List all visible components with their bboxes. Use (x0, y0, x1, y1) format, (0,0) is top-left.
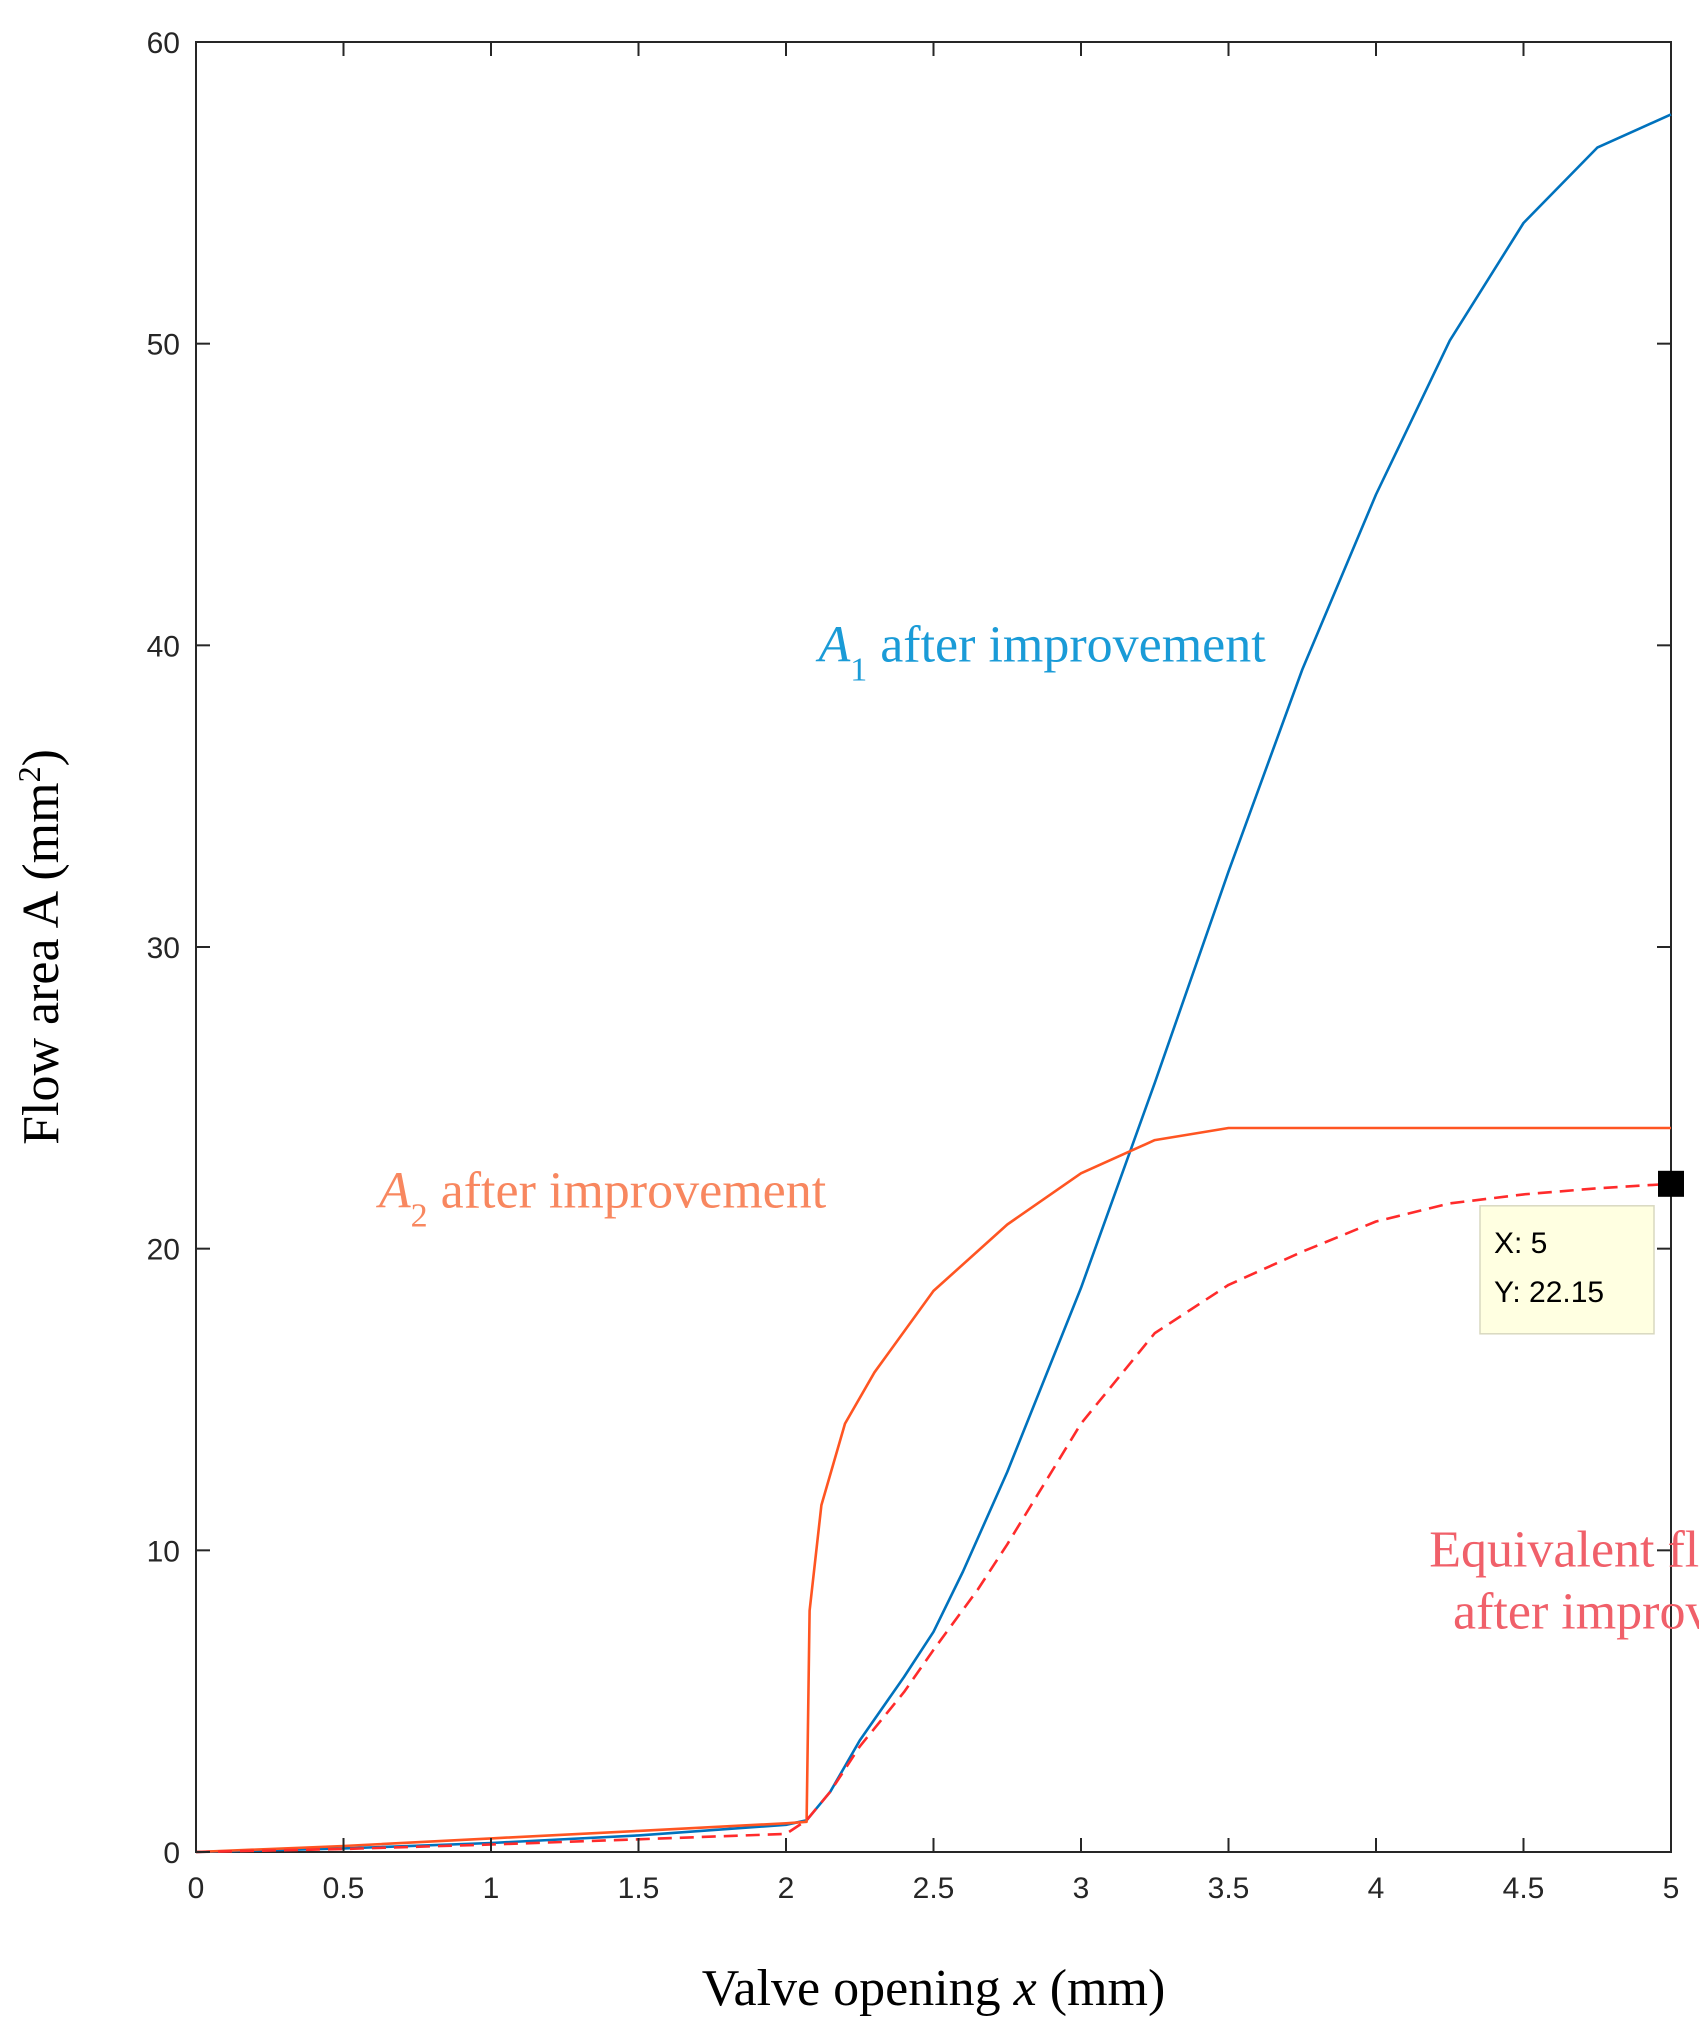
x-tick-label: 2 (778, 1872, 795, 1905)
datatip-x-text: X: 5 (1494, 1227, 1547, 1260)
x-tick-label: 3.5 (1208, 1872, 1250, 1905)
x-tick-label: 0 (188, 1872, 205, 1905)
y-tick-label: 10 (147, 1535, 180, 1568)
annotation-a1: A1 after improvement (815, 616, 1266, 688)
datatip-marker[interactable] (1658, 1170, 1684, 1197)
series-line-1 (195, 113, 1672, 1854)
plot-frame (195, 41, 1672, 1853)
series-line-3 (195, 1182, 1672, 1854)
x-axis-title: Valve opening x (mm) (702, 1960, 1166, 2017)
x-tick-label: 0.5 (323, 1872, 365, 1905)
x-tick-label: 5 (1663, 1872, 1680, 1905)
datatip-box (1479, 1205, 1655, 1335)
annotation-a2: A2 after improvement (376, 1162, 827, 1234)
x-tick-label: 2.5 (913, 1872, 955, 1905)
y-tick-label: 60 (147, 27, 180, 60)
x-tick-label: 1 (483, 1872, 500, 1905)
x-tick-label: 1.5 (618, 1872, 660, 1905)
y-axis-title: Flow area A (mm2) (11, 749, 70, 1145)
series-line-2 (195, 1126, 1671, 1854)
y-tick-label: 50 (147, 329, 180, 362)
y-tick-label: 0 (163, 1837, 180, 1870)
datatip-y-text: Y: 22.15 (1494, 1276, 1604, 1309)
annotation-equivalent-line2: after improvement (1453, 1583, 1699, 1640)
x-tick-label: 4 (1368, 1872, 1385, 1905)
x-tick-label: 4.5 (1503, 1872, 1545, 1905)
x-tick-label: 3 (1073, 1872, 1090, 1905)
y-tick-label: 40 (147, 630, 180, 663)
y-tick-label: 30 (147, 932, 180, 965)
y-tick-label: 20 (147, 1234, 180, 1267)
annotation-equivalent-line1: Equivalent flow area (1429, 1521, 1699, 1578)
